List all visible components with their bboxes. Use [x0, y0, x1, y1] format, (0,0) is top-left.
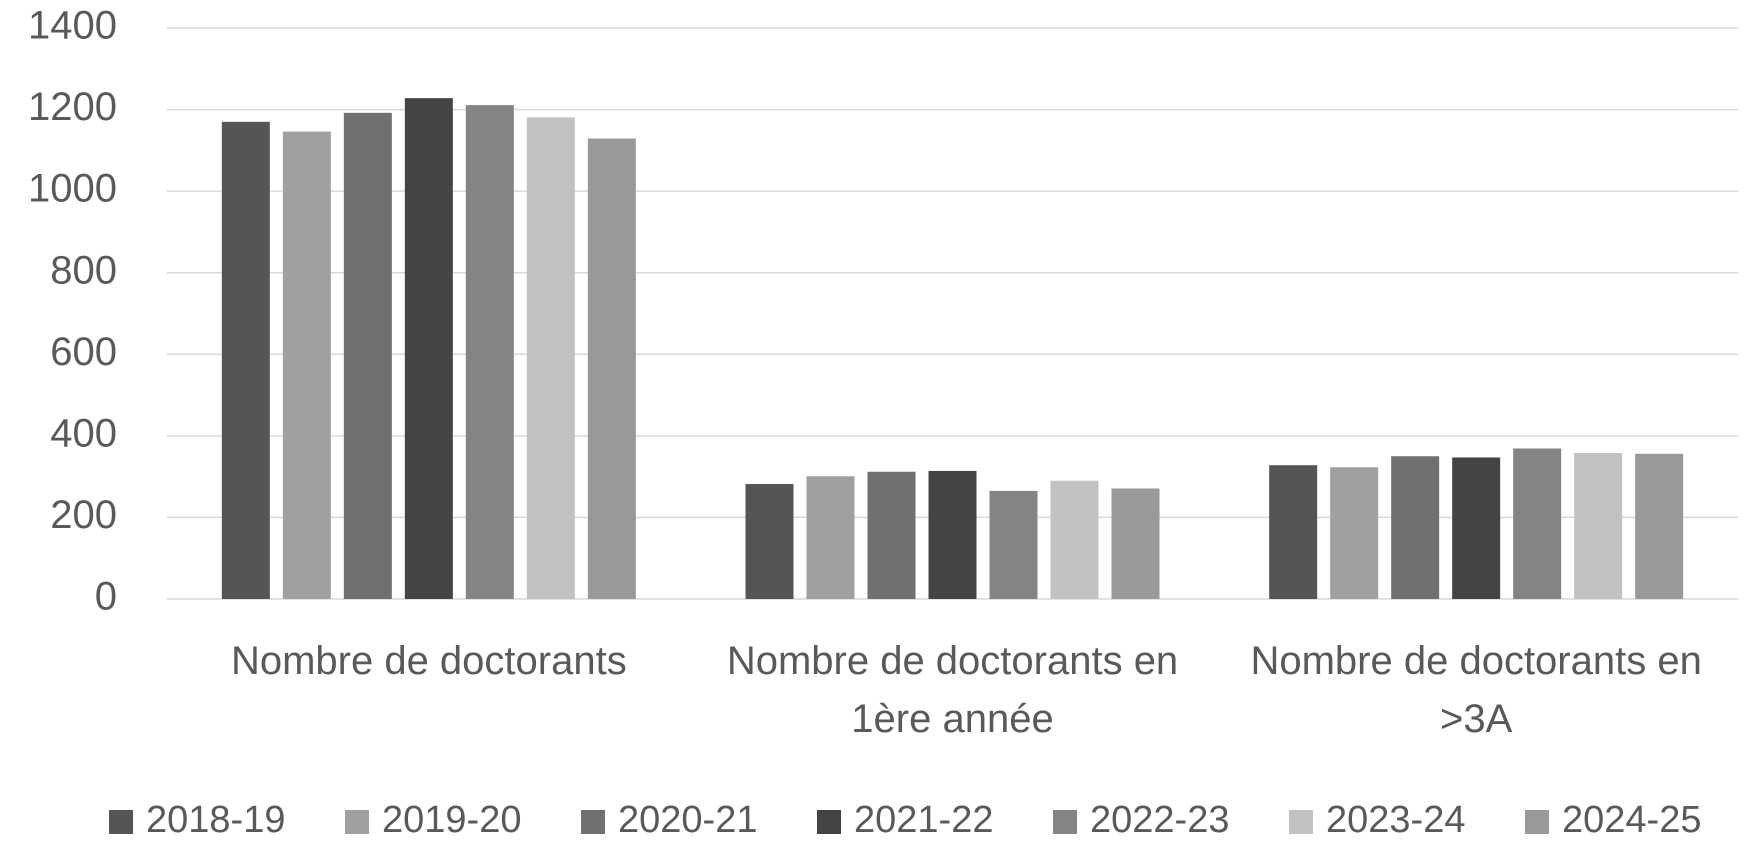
legend-label: 2018-19 [146, 799, 285, 841]
y-tick-label: 400 [50, 411, 117, 455]
bar [465, 105, 514, 600]
legend-label: 2021-22 [854, 799, 993, 841]
bar [404, 98, 453, 599]
y-tick-label: 1400 [28, 4, 117, 48]
legend-swatch [1525, 810, 1549, 834]
bar [1269, 465, 1318, 599]
x-tick-label: Nombre de doctorants en 1ère année [726, 639, 1179, 741]
bar [1452, 457, 1501, 599]
legend-label: 2020-21 [618, 799, 757, 841]
bar [1330, 467, 1379, 599]
bar [1391, 456, 1440, 599]
legend-label: 2022-23 [1090, 799, 1229, 841]
legend-swatch [109, 810, 133, 834]
bar [1574, 452, 1623, 599]
x-tick-label: Nombre de doctorants [230, 639, 627, 683]
y-tick-label: 1000 [28, 167, 117, 211]
bar [221, 121, 270, 600]
bar [1111, 488, 1160, 599]
bar [1050, 480, 1099, 599]
legend-label: 2024-25 [1562, 799, 1701, 841]
y-tick-label: 800 [50, 248, 117, 292]
legend-label: 2019-20 [382, 799, 521, 841]
y-tick-label: 200 [50, 493, 117, 537]
legend-swatch [581, 810, 605, 834]
bar [526, 117, 575, 600]
legend-label: 2023-24 [1326, 799, 1465, 841]
bar [867, 471, 916, 599]
legend-swatch [1053, 810, 1077, 834]
bar [745, 483, 794, 599]
bar [989, 490, 1038, 599]
bar [282, 131, 331, 600]
legend-swatch [345, 810, 369, 834]
bar [1513, 448, 1562, 599]
y-tick-label: 1200 [28, 85, 117, 129]
x-tick-label: Nombre de doctorants en >3A [1250, 639, 1702, 741]
bar [806, 476, 855, 599]
bar [587, 138, 636, 599]
bar [1635, 453, 1684, 599]
legend-swatch [817, 810, 841, 834]
bar [928, 470, 977, 599]
y-tick-label: 600 [50, 330, 117, 374]
legend-swatch [1289, 810, 1313, 834]
bar [343, 112, 392, 599]
y-tick-label: 0 [95, 575, 117, 619]
